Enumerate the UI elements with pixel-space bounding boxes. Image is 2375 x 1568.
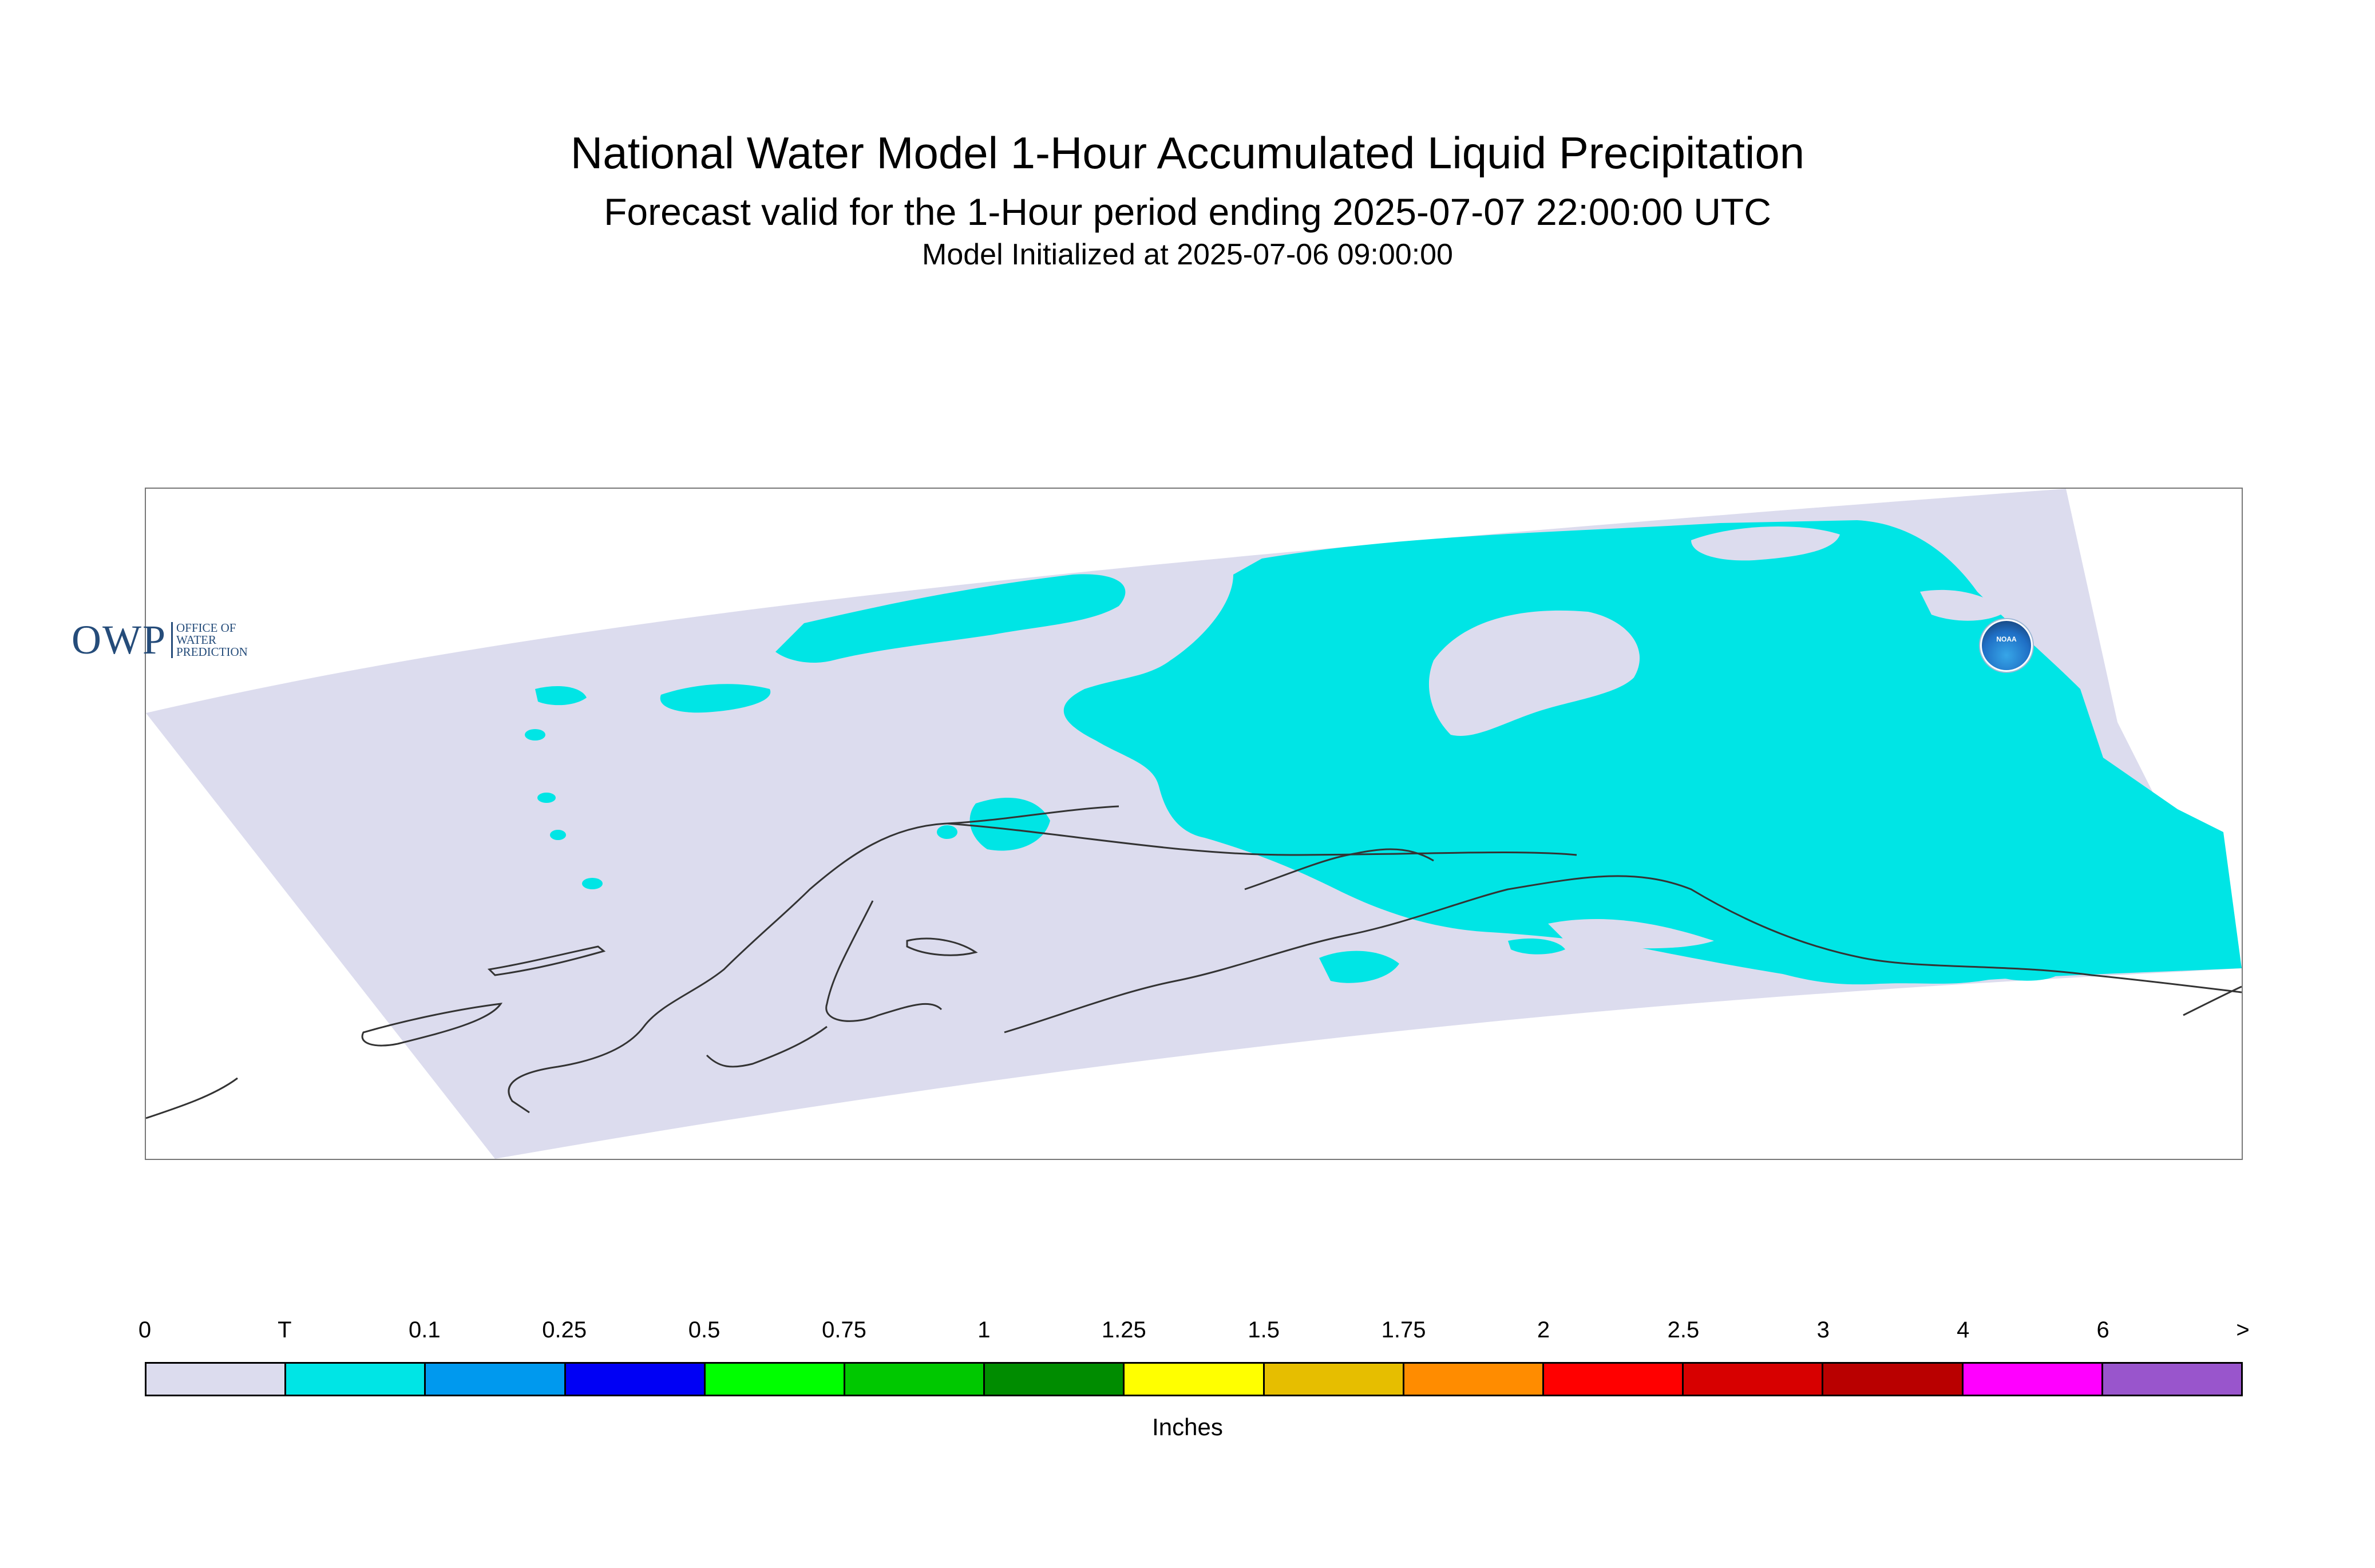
map-frame	[145, 488, 2243, 1160]
init-subtitle: Model Initialized at 2025-07-06 09:00:00	[922, 238, 1453, 271]
precip-dot-2	[537, 793, 556, 803]
legend-tick-label: 0.75	[822, 1317, 866, 1343]
precip-north-band	[775, 574, 1126, 663]
precip-dot-4	[550, 830, 566, 840]
legend-swatch	[845, 1364, 985, 1395]
legend-tick-label: 2	[1537, 1317, 1550, 1343]
precip-main-area	[1063, 520, 2242, 985]
precip-dot-7	[1724, 945, 1749, 959]
coast-southwest-corner	[146, 1077, 238, 1119]
legend-swatch	[1963, 1364, 2103, 1395]
legend-tick-label: 0.1	[408, 1317, 441, 1343]
legend-tick-label: 3	[1816, 1317, 1830, 1343]
noaa-logo: NOAA	[1980, 619, 2033, 672]
legend-unit-label: Inches	[1152, 1413, 1223, 1440]
legend-swatch	[565, 1364, 706, 1395]
legend-swatch	[1684, 1364, 1824, 1395]
dry-area-north	[1691, 526, 1840, 561]
owp-logo-line: PREDICTION	[176, 644, 248, 659]
dry-area-large	[1428, 610, 1640, 736]
precip-areas	[525, 520, 2242, 985]
dry-area-southwest	[1548, 918, 1714, 949]
legend-colorbar	[145, 1362, 2243, 1396]
legend-tick-label: 0.25	[542, 1317, 587, 1343]
coast-gulf	[1004, 875, 2242, 1034]
precip-patch-a	[535, 686, 587, 706]
precip-dot-3	[582, 878, 603, 889]
dry-areas	[1428, 526, 2006, 949]
owp-logo-line: WATER	[176, 632, 216, 647]
coast-island	[487, 945, 606, 976]
legend-tick-label: 1.5	[1248, 1317, 1280, 1343]
legend-tick-label: 2.5	[1667, 1317, 1700, 1343]
precip-peninsula	[969, 798, 1050, 851]
legend-tick-label: 1.25	[1101, 1317, 1146, 1343]
owp-logo-text: OFFICE OF WATER PREDICTION	[171, 620, 248, 659]
precip-dot-5	[937, 825, 957, 839]
legend-tick-label: 1	[977, 1317, 991, 1343]
precip-dot-1	[525, 729, 545, 741]
owp-logo: OWP OFFICE OF WATER PREDICTION	[72, 617, 248, 663]
precip-map	[146, 489, 2242, 1159]
legend-swatch	[286, 1364, 426, 1395]
coast-inland-lake	[906, 937, 978, 956]
legend-tick-label: 6	[2096, 1317, 2109, 1343]
legend-labels: 0 T 0.1 0.25 0.5 0.75 1 1.25 1.5 1.75 2 2.5 3 4 6 >	[0, 1316, 2375, 1351]
coast-alaska-peninsula	[706, 1025, 828, 1068]
legend-swatch	[147, 1364, 287, 1395]
legend-tick-label: 1.75	[1381, 1317, 1426, 1343]
legend-swatch	[1125, 1364, 1265, 1395]
precip-dot-6	[1954, 865, 1977, 879]
precip-patch-c	[1508, 938, 1565, 955]
legend-swatch	[1404, 1364, 1545, 1395]
precip-west-patch	[660, 684, 771, 713]
coast-interior-river	[947, 822, 1577, 856]
coast-west-lake	[361, 1003, 503, 1047]
legend-swatch	[1264, 1364, 1404, 1395]
map-title: National Water Model 1-Hour Accumulated …	[570, 128, 1805, 178]
coast-east-edge	[2183, 985, 2242, 1016]
legend-tick-label: 0	[138, 1317, 152, 1343]
legend-tick-label: >	[2236, 1317, 2250, 1343]
precip-south-patch	[1319, 951, 1399, 983]
coastlines	[146, 805, 2242, 1119]
legend-tick-label: 4	[1957, 1317, 1970, 1343]
forecast-subtitle: Forecast valid for the 1-Hour period end…	[604, 191, 1771, 233]
legend-swatch	[985, 1364, 1125, 1395]
coast-bristol-bay	[825, 900, 943, 1022]
legend-swatch	[2103, 1364, 2242, 1395]
dry-area-east	[1920, 589, 2006, 621]
noaa-logo-text: NOAA	[1996, 635, 2017, 643]
legend-swatch	[1823, 1364, 1964, 1395]
legend-swatch	[426, 1364, 566, 1395]
legend-tick-label: T	[278, 1317, 292, 1343]
legend-tick-label: 0.5	[688, 1317, 721, 1343]
legend-swatch	[705, 1364, 846, 1395]
coast-mainland-south	[508, 805, 1119, 1114]
legend-swatch	[1544, 1364, 1684, 1395]
owp-logo-mark: OWP	[72, 616, 167, 663]
owp-logo-line: OFFICE OF	[176, 620, 236, 635]
